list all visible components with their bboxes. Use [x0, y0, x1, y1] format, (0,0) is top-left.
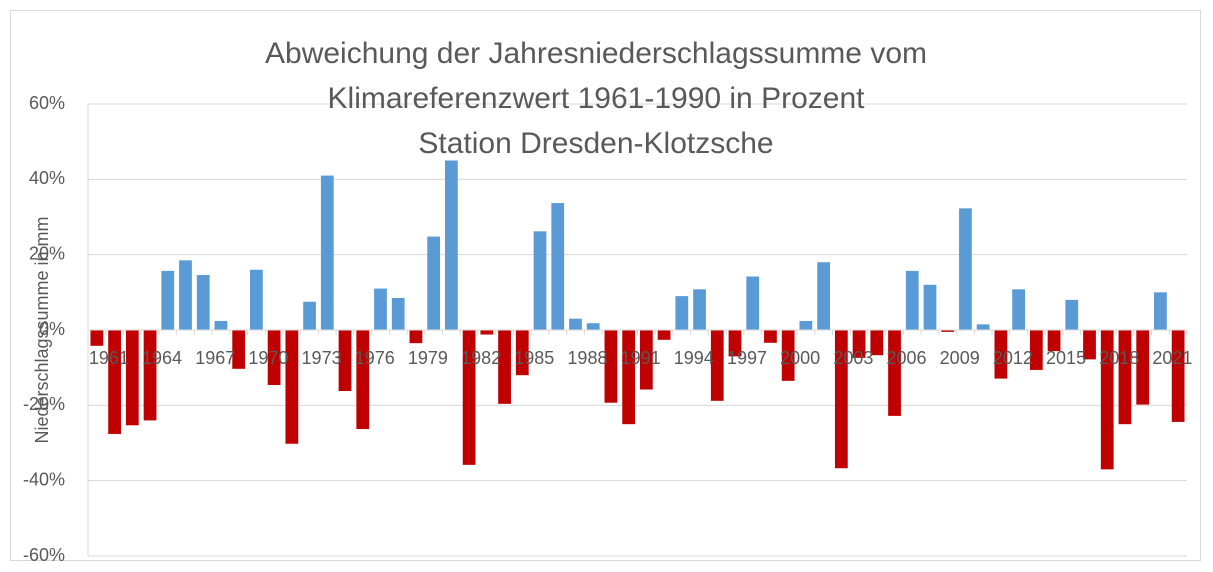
bar — [196, 275, 210, 330]
x-tick-label: 1967 — [195, 348, 235, 368]
bar — [1171, 330, 1185, 422]
bar — [232, 330, 246, 369]
bar — [143, 330, 157, 421]
x-tick-label: 1973 — [302, 348, 342, 368]
bar — [888, 330, 901, 416]
bar — [462, 330, 476, 465]
bar — [1100, 330, 1114, 470]
bar — [480, 330, 494, 335]
x-tick-label: 2000 — [780, 348, 820, 368]
bar — [817, 262, 831, 330]
y-tick-label: 60% — [29, 93, 65, 113]
bar — [693, 289, 706, 330]
bar — [852, 330, 866, 358]
bar — [179, 260, 192, 330]
x-tick-label: 2012 — [993, 348, 1033, 368]
bar — [108, 330, 121, 434]
bar — [1029, 330, 1043, 370]
bar — [267, 330, 281, 385]
bar — [586, 323, 600, 330]
bar — [959, 208, 972, 330]
x-tick-label: 2006 — [887, 348, 927, 368]
bar — [604, 330, 618, 403]
bar — [1047, 330, 1061, 352]
x-tick-label: 2009 — [940, 348, 980, 368]
bar — [498, 330, 511, 404]
bar — [320, 175, 334, 330]
bar — [870, 330, 884, 356]
chart-title: Abweichung der Jahresniederschlagssumme … — [265, 37, 927, 70]
y-tick-label: -60% — [23, 545, 65, 565]
bar — [976, 324, 990, 330]
y-tick-label: -20% — [23, 394, 65, 414]
bar — [710, 330, 724, 401]
bar — [515, 330, 529, 376]
x-tick-label: 1985 — [514, 348, 554, 368]
bar — [905, 270, 919, 330]
chart-title: Klimareferenzwert 1961-1990 in Prozent — [328, 82, 866, 115]
y-tick-label: -40% — [23, 469, 65, 489]
x-tick-label: 1994 — [674, 348, 714, 368]
bar — [923, 284, 937, 330]
bar — [214, 320, 228, 330]
x-tick-label: 1988 — [567, 348, 607, 368]
bar — [799, 320, 813, 330]
bar — [374, 288, 387, 330]
bar — [746, 276, 760, 330]
bar — [250, 269, 263, 330]
x-tick-label: 1991 — [621, 348, 661, 368]
bar — [764, 330, 777, 343]
bar — [90, 330, 104, 346]
bar — [657, 330, 671, 340]
bar — [409, 330, 423, 344]
bar — [994, 330, 1008, 379]
bar — [533, 231, 547, 330]
bar — [125, 330, 139, 426]
bar — [161, 270, 175, 330]
bar — [1065, 299, 1079, 330]
bar — [427, 236, 441, 330]
x-tick-label: 1964 — [142, 348, 182, 368]
x-tick-label: 1976 — [355, 348, 395, 368]
bar — [1083, 330, 1096, 360]
y-tick-label: 40% — [29, 168, 65, 188]
bar — [639, 330, 653, 390]
bar — [1136, 330, 1150, 405]
x-tick-label: 2018 — [1099, 348, 1139, 368]
bar — [569, 318, 582, 330]
bar — [675, 296, 689, 330]
bar — [834, 330, 848, 469]
bar — [303, 301, 316, 330]
x-tick-label: 1997 — [727, 348, 767, 368]
bar — [728, 330, 742, 357]
bar — [1012, 289, 1025, 330]
x-tick-label: 2021 — [1152, 348, 1192, 368]
bar — [444, 160, 458, 330]
y-axis-label: Niederschlagssumme in mm — [32, 216, 52, 443]
x-tick-label: 1979 — [408, 348, 448, 368]
bar — [781, 330, 795, 381]
bar — [622, 330, 636, 425]
y-tick-label: 20% — [29, 243, 65, 263]
x-tick-label: 1970 — [248, 348, 288, 368]
bar — [1118, 330, 1132, 425]
x-tick-label: 1982 — [461, 348, 501, 368]
y-tick-label: 0% — [39, 319, 65, 339]
bar — [391, 297, 405, 330]
bar — [338, 330, 352, 392]
chart-title: Station Dresden-Klotzsche — [418, 127, 773, 160]
bar — [551, 203, 565, 330]
bar — [356, 330, 370, 430]
x-tick-label: 2015 — [1046, 348, 1086, 368]
bar — [285, 330, 299, 444]
bar — [1154, 292, 1167, 330]
x-tick-label: 2003 — [833, 348, 873, 368]
bar — [941, 330, 955, 332]
x-tick-label: 1961 — [89, 348, 129, 368]
